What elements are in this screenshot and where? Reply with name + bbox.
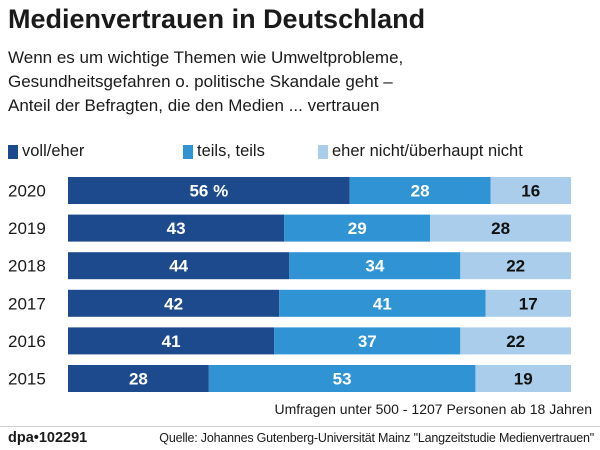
bar-label-2016-3: 22	[506, 332, 525, 351]
bar-label-2019-1: 43	[167, 219, 186, 238]
year-label-2015: 2015	[8, 370, 46, 389]
bar-label-2015-3: 19	[514, 370, 533, 389]
legend-swatch-teils-teils	[183, 144, 193, 159]
source-credit: Quelle: Johannes Gutenberg-Universität M…	[159, 431, 594, 445]
year-label-2018: 2018	[8, 257, 46, 276]
footer-divider	[0, 426, 600, 450]
bar-label-2017-3: 17	[519, 294, 538, 313]
legend-swatch-eher-nicht	[318, 144, 328, 159]
legend-label-eher-nicht: eher nicht/überhaupt nicht	[332, 142, 523, 160]
bar-segment-2015-3	[475, 365, 571, 392]
chart-title: Medienvertrauen in Deutschland	[8, 4, 426, 34]
bar-segment-2019-3	[430, 214, 571, 242]
bar-segment-2015-1	[68, 365, 209, 392]
bar-segment-2018-3	[460, 252, 571, 280]
bar-segment-2016-2	[274, 327, 461, 355]
subtitle-line-2: Gesundheitsgefahren o. politische Skanda…	[8, 72, 393, 91]
legend-item-eher-nicht: eher nicht/überhaupt nicht	[318, 142, 523, 161]
bar-label-2017-1: 42	[164, 294, 183, 313]
bar-segment-2018-2	[289, 252, 461, 280]
bar-segment-2020-1	[68, 177, 350, 204]
bar-segment-2017-2	[279, 289, 486, 317]
bar-label-2016-2: 37	[358, 332, 377, 351]
legend-label-voll-eher: voll/eher	[22, 142, 85, 160]
bar-segment-2019-1	[68, 214, 285, 242]
bar-label-2020-2: 28	[411, 182, 430, 201]
bar-segment-2015-2	[208, 365, 476, 392]
agency-credit: dpa•102291	[8, 430, 88, 446]
year-label-2020: 2020	[8, 182, 46, 201]
year-label-2016: 2016	[8, 332, 46, 351]
bar-segment-2017-3	[485, 289, 571, 317]
bar-label-2015-2: 53	[333, 370, 352, 389]
legend-swatch-voll-eher	[8, 144, 18, 159]
bar-label-2019-2: 29	[348, 219, 367, 238]
bar-segment-2019-2	[284, 214, 431, 242]
bar-label-2018-3: 22	[506, 257, 525, 276]
subtitle-line-3: Anteil der Befragten, die den Medien ...…	[8, 96, 380, 115]
legend-item-voll-eher: voll/eher	[8, 142, 84, 161]
bar-segment-2020-3	[490, 177, 571, 204]
bar-segment-2016-3	[460, 327, 571, 355]
bar-label-2019-3: 28	[491, 219, 510, 238]
year-label-2017: 2017	[8, 294, 46, 313]
stacked-bar-chart: 2020 56 % 28 16 2019 43 29 28 2018 44 34 22 2017 42 41…	[8, 177, 571, 392]
bar-segment-2017-1	[68, 289, 280, 317]
legend-item-teils-teils: teils, teils	[183, 142, 265, 161]
subtitle-line-1: Wenn es um wichtige Themen wie Umweltpro…	[8, 48, 404, 67]
year-label-2019: 2019	[8, 219, 46, 238]
chart-legend: voll/eher teils, teils eher nicht/überha…	[8, 142, 598, 164]
bar-label-2020-3: 16	[521, 182, 540, 201]
bar-label-2018-2: 34	[365, 257, 384, 276]
chart-subtitle: Wenn es um wichtige Themen wie Umweltpro…	[8, 46, 593, 118]
bar-label-2017-2: 41	[373, 294, 392, 313]
bar-label-2018-1: 44	[169, 257, 188, 276]
survey-footnote: Umfragen unter 500 - 1207 Personen ab 18…	[274, 401, 592, 417]
legend-label-teils-teils: teils, teils	[197, 142, 265, 160]
bar-segment-2020-2	[349, 177, 491, 204]
bar-label-2020-1: 56 %	[189, 182, 228, 201]
bar-label-2016-1: 41	[162, 332, 181, 351]
bar-segment-2018-1	[68, 252, 290, 280]
bar-label-2015-1: 28	[129, 370, 148, 389]
bar-segment-2016-1	[68, 327, 275, 355]
